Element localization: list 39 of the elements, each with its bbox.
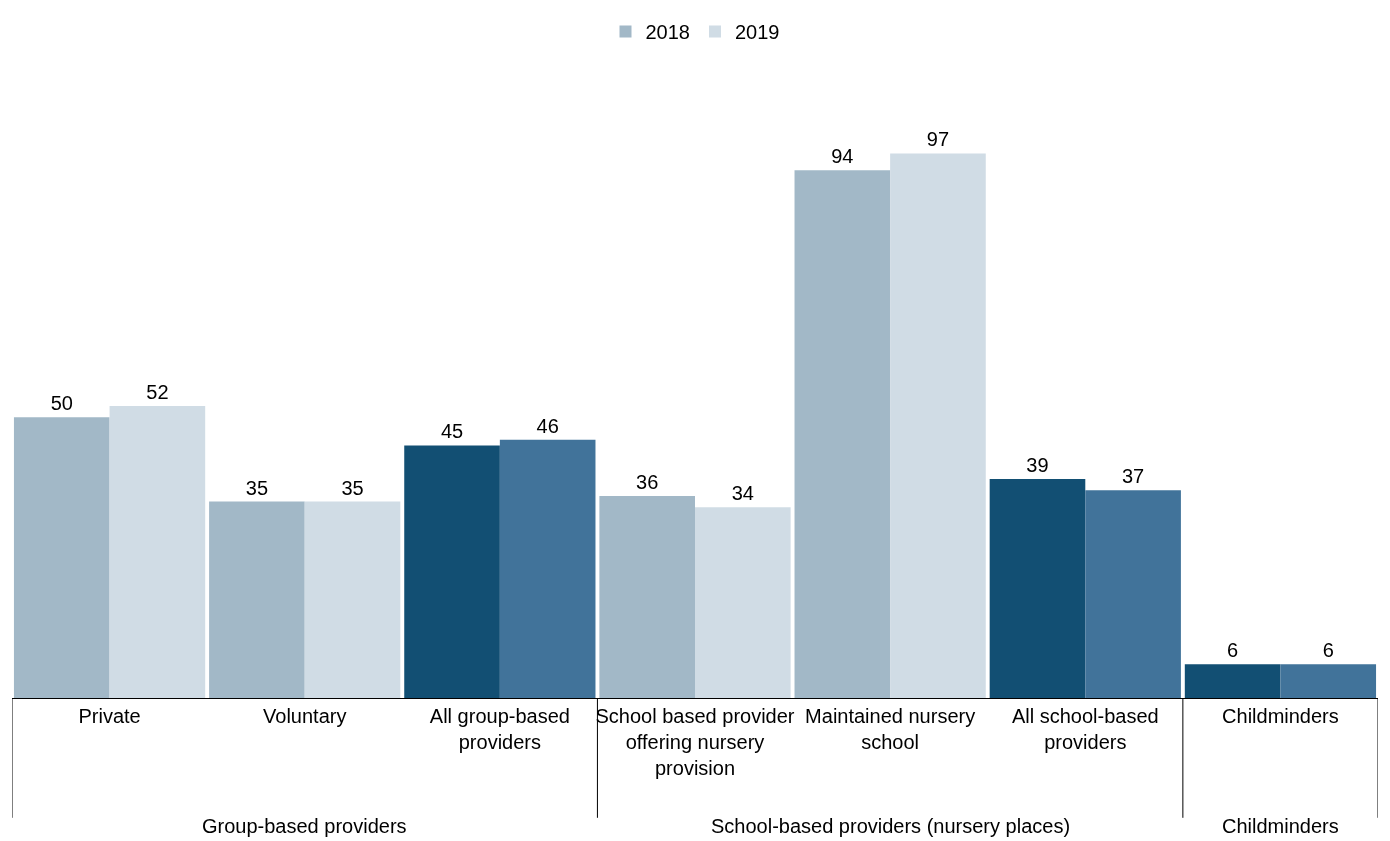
text: School-based providers (nursery places) — [711, 815, 1071, 837]
bar — [890, 153, 986, 698]
x-tick-label: Childminders — [1222, 705, 1339, 727]
data-label: 37 — [1121, 465, 1145, 488]
data-label: 34 — [731, 482, 754, 505]
bar — [209, 501, 305, 698]
bar — [794, 170, 891, 698]
data-label: 39 — [1026, 454, 1049, 477]
x-tick-label: Private — [78, 705, 141, 727]
x-tick-label: All school-based providers — [1011, 705, 1159, 753]
data-label: 50 — [50, 392, 73, 415]
data-label: 46 — [536, 414, 559, 437]
data-label: 36 — [636, 470, 659, 493]
bar — [599, 495, 695, 698]
data-label: 6 — [1227, 639, 1239, 662]
bar — [13, 417, 110, 698]
data-label: 52 — [146, 381, 169, 404]
text: Group-based providers — [202, 815, 407, 837]
data-label: 45 — [440, 420, 464, 443]
bar — [304, 501, 401, 698]
legend-label: 2019 — [735, 21, 780, 44]
bar — [695, 507, 791, 698]
data-label: 35 — [245, 476, 269, 499]
data-label: 6 — [1322, 639, 1334, 662]
x-tick-label: Maintained nursery school — [805, 705, 976, 753]
bar — [1085, 490, 1181, 698]
bar — [499, 439, 596, 698]
x-tick-label: Voluntary — [263, 705, 347, 727]
x-tick-label: All group-based providers — [429, 705, 570, 753]
text: Childminders — [1222, 815, 1339, 837]
data-label: 35 — [341, 476, 364, 499]
bar — [109, 406, 206, 698]
data-label: 94 — [831, 145, 854, 168]
bar — [1184, 664, 1281, 698]
legend-label: 2018 — [645, 21, 690, 44]
bar — [404, 445, 500, 698]
data-label: 97 — [926, 128, 950, 151]
bar — [1280, 664, 1377, 698]
bar — [989, 479, 1086, 698]
